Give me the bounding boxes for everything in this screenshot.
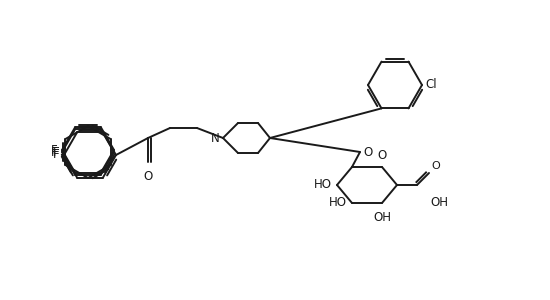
Text: Cl: Cl bbox=[425, 79, 437, 92]
Text: O: O bbox=[363, 146, 372, 158]
Text: O: O bbox=[144, 170, 153, 183]
Text: N: N bbox=[211, 131, 220, 145]
Text: F: F bbox=[52, 146, 59, 158]
Text: F: F bbox=[51, 143, 58, 157]
Text: O: O bbox=[377, 149, 387, 162]
Text: F: F bbox=[53, 148, 60, 161]
Text: O: O bbox=[431, 161, 440, 171]
Text: HO: HO bbox=[329, 196, 347, 209]
Text: OH: OH bbox=[430, 196, 448, 209]
Text: OH: OH bbox=[373, 211, 391, 224]
Text: HO: HO bbox=[314, 178, 332, 191]
Text: F: F bbox=[51, 146, 58, 158]
